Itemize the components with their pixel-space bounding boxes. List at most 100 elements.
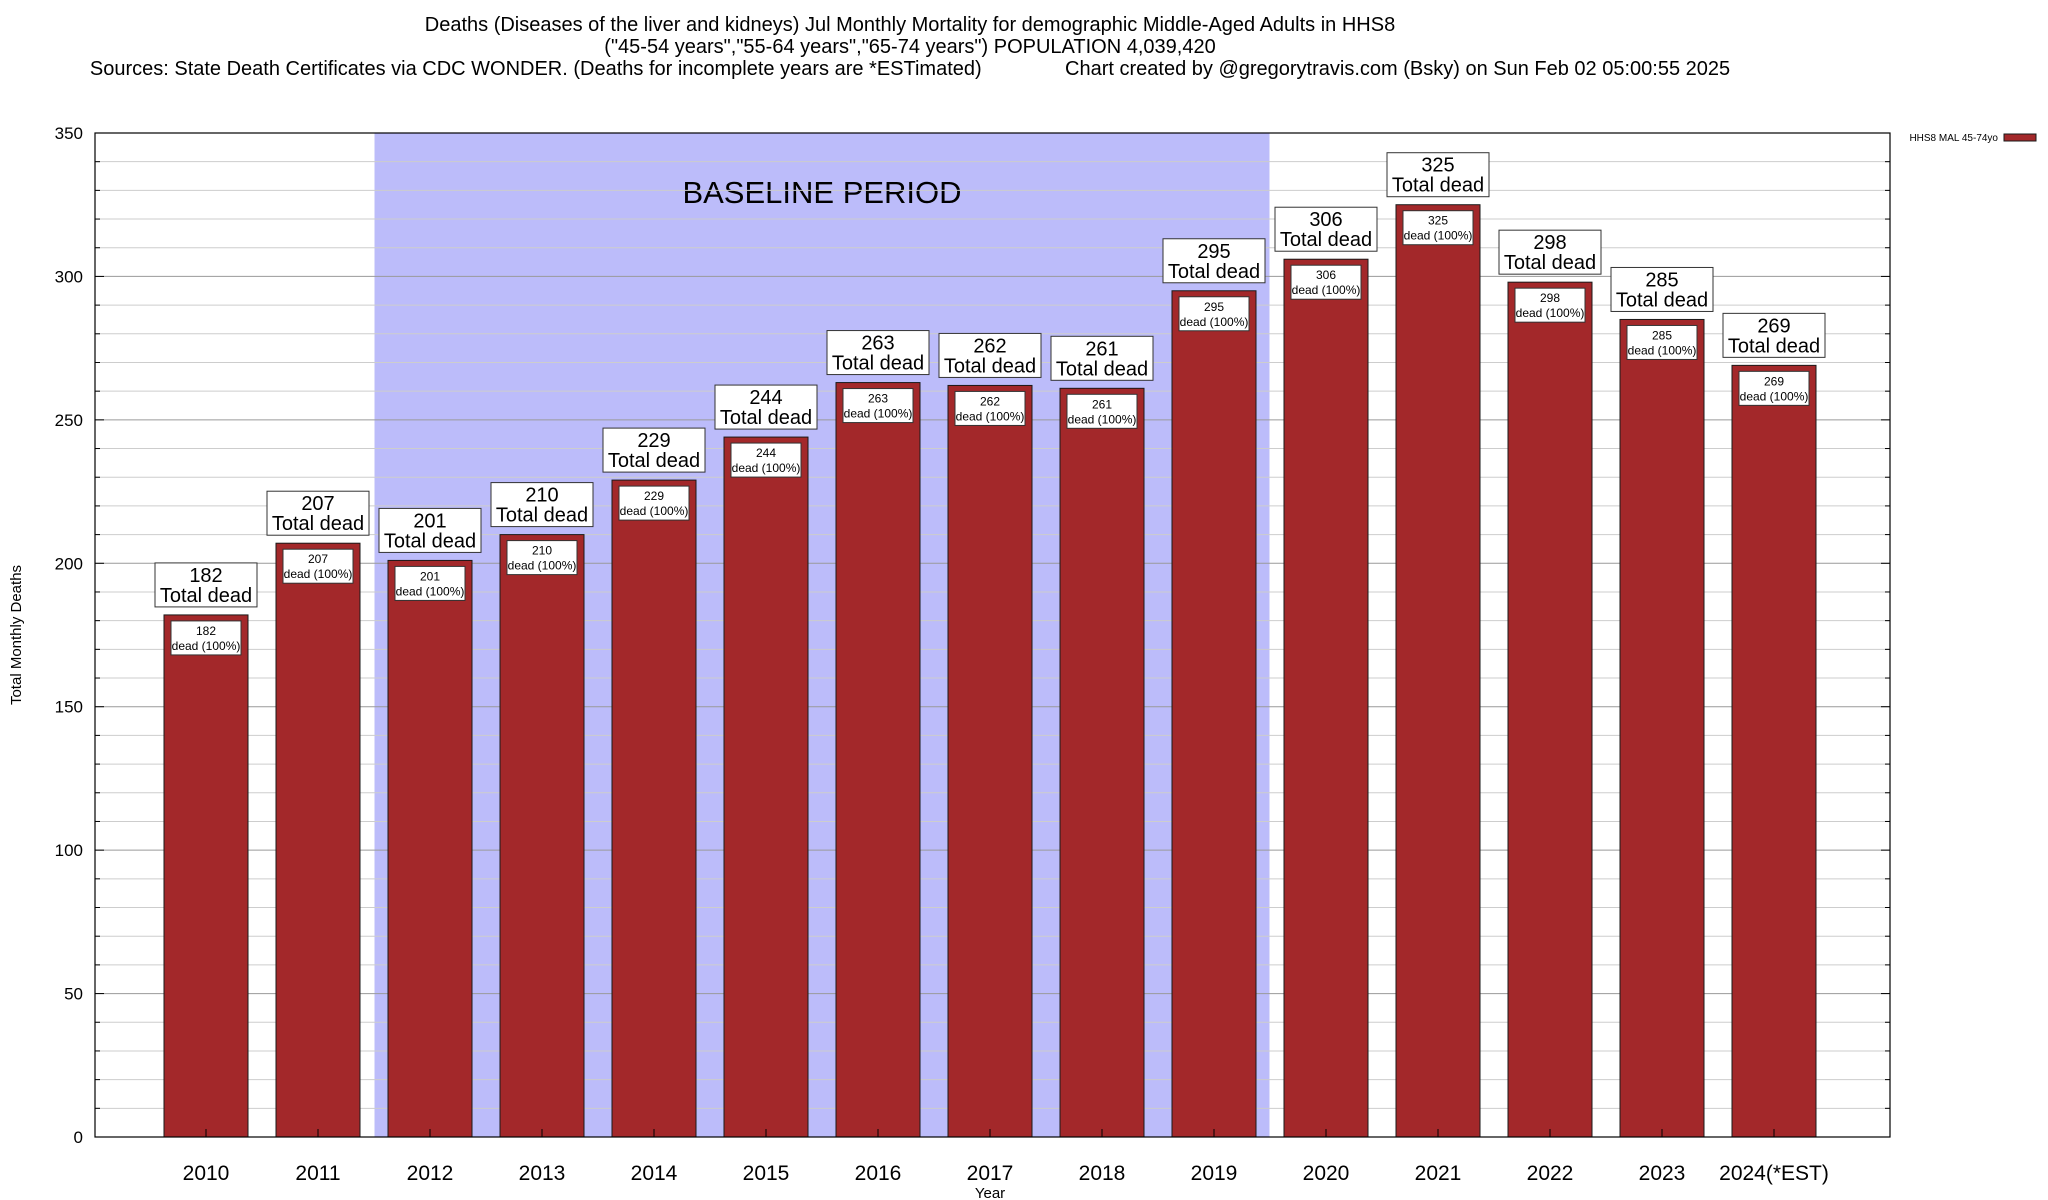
- data-label-box: [154, 562, 258, 608]
- inner-label-box: [282, 548, 354, 584]
- plot-frame: [94, 132, 1891, 1138]
- x-tick-label: 2018: [1079, 1162, 1126, 1185]
- inner-label-value: 229: [644, 489, 664, 503]
- data-label-box: [1274, 206, 1378, 252]
- data-label-value: 285: [1645, 269, 1678, 291]
- data-label-box: [378, 507, 482, 553]
- y-tick-label: 50: [64, 985, 83, 1004]
- bar-2015: [723, 436, 809, 1138]
- chart-title-line-1: Deaths (Diseases of the liver and kidney…: [424, 14, 1396, 36]
- inner-label-text: dead (100%): [1068, 412, 1137, 426]
- data-label-value: 210: [525, 485, 558, 507]
- data-label-text: Total dead: [832, 353, 924, 375]
- inner-label-text: dead (100%): [508, 559, 577, 573]
- y-tick-label: 100: [55, 841, 83, 860]
- y-tick-label: 250: [55, 411, 83, 430]
- bar-2016: [835, 382, 921, 1138]
- inner-label-value: 325: [1428, 214, 1448, 228]
- data-label-value: 229: [637, 430, 670, 452]
- x-axis-label: Year: [975, 1185, 1005, 1200]
- inner-label-value: 285: [1652, 328, 1672, 342]
- data-label-value: 306: [1309, 209, 1342, 231]
- inner-label-box: [618, 485, 690, 521]
- inner-label-value: 201: [420, 569, 440, 583]
- inner-label-text: dead (100%): [1404, 229, 1473, 243]
- data-label-value: 261: [1085, 338, 1118, 360]
- inner-label-box: [1066, 393, 1138, 429]
- y-tick-label: 300: [55, 267, 83, 286]
- x-tick-label: 2013: [519, 1162, 566, 1185]
- y-tick-label: 150: [55, 698, 83, 717]
- data-label-box: [602, 427, 706, 473]
- data-label-text: Total dead: [944, 355, 1036, 377]
- data-label-box: [266, 490, 370, 536]
- data-label-value: 262: [973, 335, 1006, 357]
- inner-label-value: 269: [1764, 374, 1784, 388]
- inner-label-text: dead (100%): [172, 639, 241, 653]
- data-label-text: Total dead: [720, 407, 812, 429]
- y-tick-label: 350: [55, 124, 83, 143]
- data-label-text: Total dead: [1280, 229, 1372, 251]
- data-label-value: 263: [861, 333, 894, 355]
- data-label-box: [1050, 335, 1154, 381]
- y-tick-label: 0: [74, 1128, 83, 1147]
- data-label-box: [1162, 238, 1266, 284]
- bar-2014: [611, 479, 697, 1138]
- inner-label-value: 295: [1204, 300, 1224, 314]
- inner-label-box: [394, 565, 466, 601]
- bar-2013: [499, 534, 585, 1138]
- data-label-text: Total dead: [1056, 358, 1148, 380]
- inner-label-box: [1402, 210, 1474, 246]
- bar-2010: [163, 614, 249, 1138]
- data-label-text: Total dead: [1728, 335, 1820, 357]
- bar-2011: [275, 542, 361, 1138]
- inner-label-text: dead (100%): [1292, 283, 1361, 297]
- chart-sources-and-credit: Sources: State Death Certificates via CD…: [0, 58, 1820, 80]
- legend-swatch: [2003, 133, 2037, 142]
- x-tick-label: 2021: [1415, 1162, 1462, 1185]
- inner-label-box: [1738, 370, 1810, 406]
- data-label-box: [1498, 229, 1602, 275]
- inner-label-box: [954, 390, 1026, 426]
- data-label-value: 325: [1421, 155, 1454, 177]
- data-label-box: [1610, 266, 1714, 312]
- inner-label-box: [1626, 324, 1698, 360]
- inner-label-text: dead (100%): [396, 584, 465, 598]
- data-label-text: Total dead: [1504, 252, 1596, 274]
- x-tick-label: 2023: [1639, 1162, 1686, 1185]
- inner-label-text: dead (100%): [844, 407, 913, 421]
- data-label-box: [490, 482, 594, 528]
- data-label-text: Total dead: [496, 505, 588, 527]
- y-tick-label: 200: [55, 554, 83, 573]
- data-label-text: Total dead: [1168, 261, 1260, 283]
- chart-title-line-2: ("45-54 years","55-64 years","65-74 year…: [604, 36, 1216, 58]
- inner-label-text: dead (100%): [956, 409, 1025, 423]
- inner-label-value: 263: [868, 392, 888, 406]
- inner-label-value: 182: [196, 624, 216, 638]
- bar-2020: [1283, 258, 1369, 1138]
- chart-credit: Chart created by @gregorytravis.com (Bsk…: [1065, 58, 1731, 80]
- data-label-box: [1722, 312, 1826, 358]
- data-label-text: Total dead: [608, 450, 700, 472]
- data-label-text: Total dead: [272, 513, 364, 535]
- data-label-box: [714, 384, 818, 430]
- legend-label: HHS8 MAL 45-74yo: [1909, 133, 1998, 144]
- data-label-text: Total dead: [160, 585, 252, 607]
- data-label-box: [938, 332, 1042, 378]
- bar-2017: [947, 384, 1033, 1138]
- x-tick-label: 2012: [407, 1162, 454, 1185]
- data-label-value: 295: [1197, 241, 1230, 263]
- inner-label-value: 210: [532, 544, 552, 558]
- data-label-box: [1386, 152, 1490, 198]
- baseline-period-label: BASELINE PERIOD: [682, 175, 961, 210]
- data-label-value: 298: [1533, 232, 1566, 254]
- x-tick-label: 2017: [967, 1162, 1014, 1185]
- data-label-value: 269: [1757, 315, 1790, 337]
- bar-2021: [1395, 204, 1481, 1138]
- data-label-value: 207: [301, 493, 334, 515]
- inner-label-text: dead (100%): [1740, 389, 1809, 403]
- data-label-box: [826, 330, 930, 376]
- x-tick-label: 2022: [1527, 1162, 1574, 1185]
- inner-label-text: dead (100%): [1516, 306, 1585, 320]
